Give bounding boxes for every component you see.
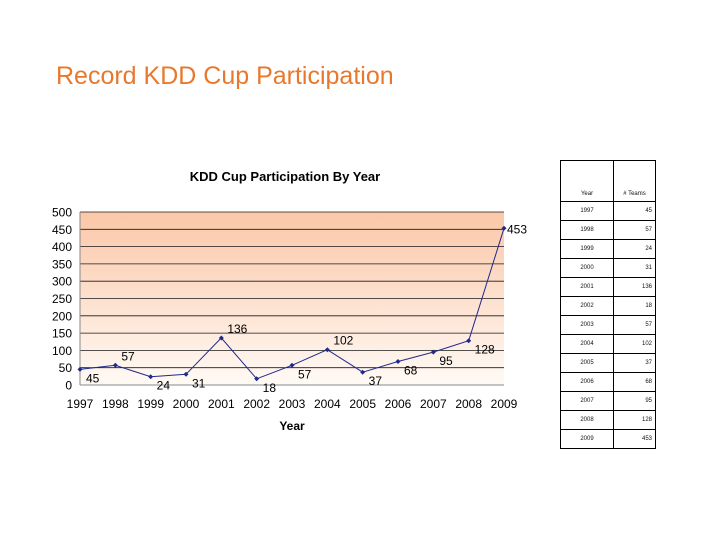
- table-row: 2004 102: [560, 334, 656, 354]
- table-row: 2003 57: [560, 315, 656, 335]
- x-tick-label: 2009: [491, 397, 518, 411]
- data-table: Year # Teams 1997 45 1998 57 1999 24 2000 31 200…: [560, 160, 656, 449]
- table-cell-teams: 57: [613, 315, 656, 335]
- table-cell-teams: 136: [613, 277, 656, 297]
- x-tick-label: 2005: [349, 397, 376, 411]
- table-row: 2001 136: [560, 277, 656, 297]
- x-tick-label: 2008: [455, 397, 482, 411]
- table-cell-teams: 24: [613, 239, 656, 259]
- data-point: [430, 349, 436, 355]
- data-point: [289, 362, 295, 368]
- table-row: 1999 24: [560, 239, 656, 259]
- y-tick-label: 100: [52, 344, 72, 358]
- table-row: 2006 68: [560, 372, 656, 392]
- table-cell-year: 2009: [560, 429, 614, 449]
- table-row: 1997 45: [560, 201, 656, 221]
- data-label: 128: [475, 343, 495, 357]
- table-cell-year: 2000: [560, 258, 614, 278]
- table-row: 2008 128: [560, 410, 656, 430]
- table-row: 2005 37: [560, 353, 656, 373]
- table-cell-teams: 37: [613, 353, 656, 373]
- y-tick-label: 400: [52, 240, 72, 254]
- x-tick-label: 2000: [173, 397, 200, 411]
- table-cell-year: 2004: [560, 334, 614, 354]
- slide-title: Record KDD Cup Participation: [56, 62, 394, 90]
- data-label: 57: [121, 349, 135, 363]
- x-tick-label: 1999: [137, 397, 164, 411]
- table-cell-year: 2006: [560, 372, 614, 392]
- y-tick-label: 350: [52, 257, 72, 271]
- x-axis-title: Year: [279, 419, 305, 433]
- table-cell-teams: 57: [613, 220, 656, 240]
- table-cell-year: 1999: [560, 239, 614, 259]
- data-label: 24: [157, 379, 171, 393]
- x-tick-label: 2003: [279, 397, 306, 411]
- data-label: 45: [86, 371, 100, 385]
- data-point: [218, 335, 224, 341]
- x-tick-label: 2007: [420, 397, 447, 411]
- data-point: [112, 362, 118, 368]
- x-tick-label: 2006: [385, 397, 412, 411]
- table-row: 2007 95: [560, 391, 656, 411]
- y-tick-label: 450: [52, 223, 72, 237]
- data-label: 453: [507, 222, 527, 236]
- y-tick-label: 250: [52, 292, 72, 306]
- x-tick-label: 1998: [102, 397, 129, 411]
- data-label: 57: [298, 367, 312, 381]
- data-point: [395, 358, 401, 364]
- table-cell-teams: 453: [613, 429, 656, 449]
- table-cell-teams: 95: [613, 391, 656, 411]
- data-label: 68: [404, 363, 418, 377]
- data-label: 37: [369, 374, 383, 388]
- y-tick-label: 200: [52, 309, 72, 323]
- table-row: 2002 18: [560, 296, 656, 316]
- data-point: [148, 374, 154, 380]
- y-tick-label: 50: [59, 361, 73, 375]
- table-cell-year: 2007: [560, 391, 614, 411]
- data-point: [324, 347, 330, 353]
- table-row: 2009 453: [560, 429, 656, 449]
- table-cell-year: 2001: [560, 277, 614, 297]
- data-label: 95: [439, 354, 453, 368]
- table-header-year: Year: [560, 160, 614, 202]
- table-cell-teams: 45: [613, 201, 656, 221]
- x-tick-label: 2004: [314, 397, 341, 411]
- table-cell-teams: 128: [613, 410, 656, 430]
- x-tick-label: 1997: [67, 397, 94, 411]
- table-header-row: Year # Teams: [560, 160, 656, 202]
- x-tick-label: 2001: [208, 397, 235, 411]
- data-point: [77, 366, 83, 372]
- table-cell-year: 2002: [560, 296, 614, 316]
- data-label: 102: [333, 334, 353, 348]
- data-point: [501, 225, 507, 231]
- data-point: [360, 369, 366, 375]
- y-tick-label: 0: [65, 379, 72, 393]
- data-label: 18: [263, 381, 277, 395]
- data-point: [466, 338, 472, 344]
- y-tick-label: 300: [52, 275, 72, 289]
- data-label: 31: [192, 376, 206, 390]
- table-row: 1998 57: [560, 220, 656, 240]
- table-cell-year: 2008: [560, 410, 614, 430]
- y-tick-label: 500: [52, 206, 72, 220]
- data-point: [254, 376, 260, 382]
- table-cell-year: 1998: [560, 220, 614, 240]
- table-header-teams: # Teams: [613, 160, 656, 202]
- x-tick-label: 2002: [243, 397, 270, 411]
- table-cell-teams: 68: [613, 372, 656, 392]
- gridlines: [80, 211, 504, 369]
- table-cell-year: 2003: [560, 315, 614, 335]
- data-label: 136: [227, 322, 247, 336]
- table-cell-teams: 102: [613, 334, 656, 354]
- chart-title: KDD Cup Participation By Year: [190, 169, 380, 184]
- y-tick-label: 150: [52, 327, 72, 341]
- table-cell-year: 2005: [560, 353, 614, 373]
- data-point: [183, 371, 189, 377]
- table-cell-year: 1997: [560, 201, 614, 221]
- table-cell-teams: 31: [613, 258, 656, 278]
- table-cell-teams: 18: [613, 296, 656, 316]
- table-row: 2000 31: [560, 258, 656, 278]
